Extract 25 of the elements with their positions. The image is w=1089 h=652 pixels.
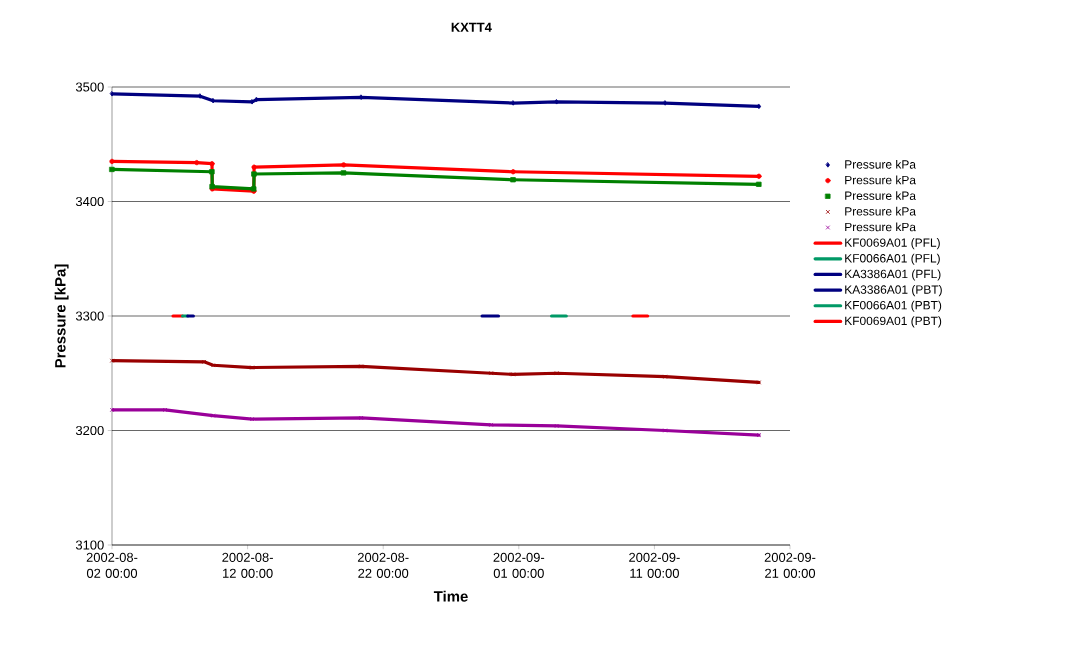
x-tick-label: 2002-08-22 00:00 <box>357 552 409 578</box>
y-tick-label: 3200 <box>75 425 104 436</box>
legend-label: Pressure kPa <box>845 191 916 200</box>
legend-label: KF0069A01 (PFL) <box>845 238 940 250</box>
chart-title: KXTT4 <box>451 22 492 32</box>
legend-label: KF0066A01 (PBT) <box>845 300 942 312</box>
x-tick-label: 2002-09-21 00:00 <box>764 552 816 578</box>
x-axis-title: Time <box>433 590 468 602</box>
y-tick-label: 3500 <box>75 82 104 92</box>
legend-label: KF0069A01 (PBT) <box>845 316 942 328</box>
x-tick-label: 2002-08-12 00:00 <box>222 552 273 578</box>
x-tick-label: 2002-09-01 00:00 <box>493 552 545 578</box>
legend-label: KA3386A01 (PFL) <box>845 269 941 281</box>
y-tick-label: 3300 <box>75 311 104 321</box>
y-axis-title: Pressure [kPa] <box>54 264 69 368</box>
x-tick-label: 2002-09-11 00:00 <box>629 552 680 578</box>
legend-label: Pressure kPa <box>845 175 916 185</box>
y-tick-label: 3100 <box>75 540 104 550</box>
legend-label: Pressure kPa <box>845 222 916 232</box>
legend-label: Pressure kPa <box>845 159 916 169</box>
legend-label: KF0066A01 (PFL) <box>845 253 940 265</box>
legend-label: Pressure kPa <box>845 206 916 216</box>
x-tick-label: 2002-08-02 00:00 <box>86 552 138 578</box>
y-tick-label: 3400 <box>75 196 104 207</box>
legend-label: KA3386A01 (PBT) <box>845 285 942 297</box>
